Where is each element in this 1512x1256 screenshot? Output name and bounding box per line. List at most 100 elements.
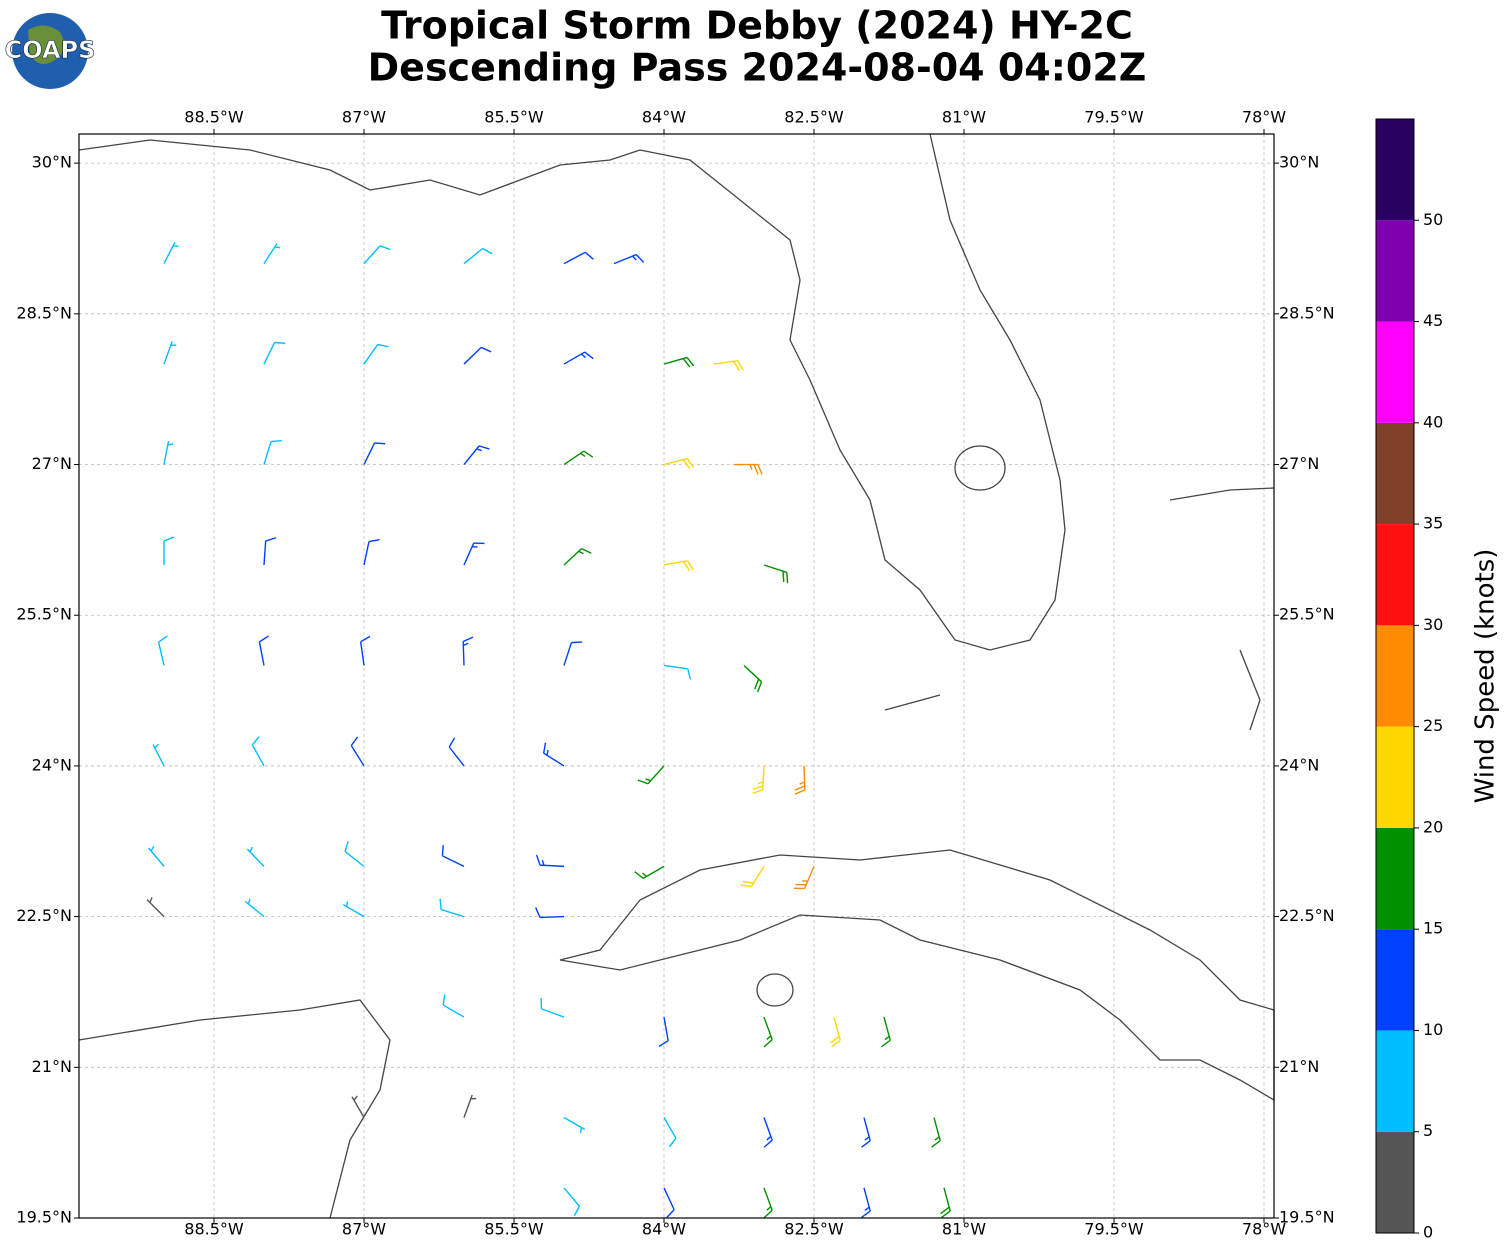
wind-barb — [763, 1016, 773, 1048]
y-tick-label: 21°N — [1279, 1057, 1319, 1076]
map-background — [79, 134, 1274, 1218]
wind-barb — [263, 537, 277, 566]
wind-barb — [743, 664, 763, 693]
colorbar-segment — [1376, 726, 1414, 828]
wind-barb — [342, 901, 365, 918]
y-tick-label: 19.5°N — [1279, 1208, 1335, 1227]
wind-barb — [463, 445, 490, 465]
wind-barb — [881, 1016, 891, 1048]
wind-barb — [263, 439, 282, 465]
y-tick-label: 30°N — [1279, 153, 1319, 172]
wind-barb — [157, 635, 168, 666]
wind-barb — [535, 907, 565, 919]
x-tick-label: 87°W — [342, 1220, 386, 1239]
wind-barb — [344, 841, 365, 867]
colorbar: 0 5 10 15 20 25 30 35 40 45 50 — [1375, 118, 1443, 1242]
wind-barb — [637, 765, 665, 785]
x-tick-label: 78°W — [1242, 108, 1286, 127]
colorbar-tick-label: 35 — [1423, 514, 1443, 533]
x-tick-label: 88.5°W — [184, 1220, 244, 1239]
map-ticks: 88.5°W 88.5°W 87°W 87°W 85.5°W 85.5°W 84°W 84°W… — [16, 108, 1334, 1239]
wind-barb — [363, 442, 386, 465]
wind-barb — [463, 1094, 477, 1118]
x-tick-label: 79.5°W — [1084, 1220, 1144, 1239]
wind-barb — [794, 765, 806, 795]
colorbar-label: Wind Speed (knots) — [1471, 549, 1501, 804]
wind-barb — [663, 1117, 677, 1148]
wind-barb — [663, 560, 694, 572]
colorbar-segment — [1376, 524, 1414, 626]
colorbar-segment — [1376, 827, 1414, 930]
y-tick-label: 30°N — [32, 153, 72, 172]
colorbar-tick-label: 15 — [1423, 919, 1443, 938]
y-tick-label: 28.5°N — [16, 303, 72, 322]
y-tick-label: 22.5°N — [1279, 906, 1335, 925]
colorbar-segment — [1376, 220, 1414, 322]
wind-barb — [563, 1116, 586, 1133]
colorbar-segment — [1376, 321, 1414, 423]
y-tick-label: 24°N — [32, 755, 72, 774]
lake-okeechobee — [954, 445, 1006, 491]
coastline-bahamas — [884, 487, 1275, 731]
wind-barb — [563, 641, 583, 666]
wind-barb — [163, 536, 175, 565]
y-tick-label: 27°N — [32, 454, 72, 473]
colorbar-tick-label: 40 — [1423, 412, 1443, 431]
wind-barb — [563, 547, 592, 566]
x-tick-label: 81°W — [942, 108, 986, 127]
x-tick-label: 81°W — [942, 1220, 986, 1239]
wind-barb — [163, 241, 179, 264]
coastline-florida — [78, 133, 1066, 651]
wind-barb — [793, 866, 815, 890]
wind-barb — [442, 994, 465, 1018]
wind-barb — [740, 866, 765, 888]
logo-land — [28, 25, 64, 65]
wind-barb — [540, 998, 565, 1018]
wind-barb — [940, 1187, 951, 1219]
x-tick-label: 82.5°W — [784, 1220, 844, 1239]
wind-barb — [535, 854, 565, 868]
isla-juventud — [756, 973, 794, 1007]
wind-barb — [148, 845, 165, 867]
wind-barb — [350, 736, 365, 767]
wind-barb — [363, 343, 389, 365]
wind-barb — [258, 635, 269, 666]
x-tick-label: 84°W — [642, 1220, 686, 1239]
y-tick-label: 27°N — [1279, 454, 1319, 473]
title-line: Descending Pass 2024-08-04 04:02Z — [368, 46, 1147, 90]
wind-barb — [363, 538, 380, 566]
wind-barb — [734, 463, 763, 475]
y-tick-label: 25.5°N — [1279, 605, 1335, 624]
colorbar-tick-label: 50 — [1423, 210, 1443, 229]
colorbar-tick-label: 5 — [1423, 1121, 1433, 1140]
wind-barb — [563, 1187, 581, 1217]
colorbar-segment — [1376, 422, 1414, 525]
colorbar-tick-label: 45 — [1423, 311, 1443, 330]
wind-barb — [634, 865, 665, 879]
wind-barb — [830, 1016, 841, 1048]
wind-barb — [263, 243, 281, 264]
colorbar-segment — [1376, 625, 1414, 727]
colorbar-segment — [1376, 1030, 1414, 1132]
x-tick-label: 78°W — [1242, 1220, 1286, 1239]
y-tick-label: 19.5°N — [16, 1208, 72, 1227]
wind-barb — [463, 542, 485, 566]
wind-barb — [663, 1187, 675, 1218]
wind-barb — [363, 245, 391, 265]
wind-barb — [663, 458, 695, 469]
wind-barb — [246, 846, 265, 867]
colorbar-frame — [1375, 118, 1415, 1234]
y-tick-label: 28.5°N — [1279, 303, 1335, 322]
colorbar-segment — [1376, 119, 1414, 221]
x-tick-label: 84°W — [642, 108, 686, 127]
wind-barb — [563, 251, 594, 265]
title-line: Tropical Storm Debby (2024) HY-2C — [381, 4, 1133, 48]
wind-barb — [251, 736, 265, 767]
colorbar-tick-label: 10 — [1423, 1020, 1443, 1039]
y-tick-label: 24°N — [1279, 755, 1319, 774]
wind-barb — [163, 341, 177, 365]
x-tick-label: 85.5°W — [484, 1220, 544, 1239]
x-tick-label: 85.5°W — [484, 108, 544, 127]
